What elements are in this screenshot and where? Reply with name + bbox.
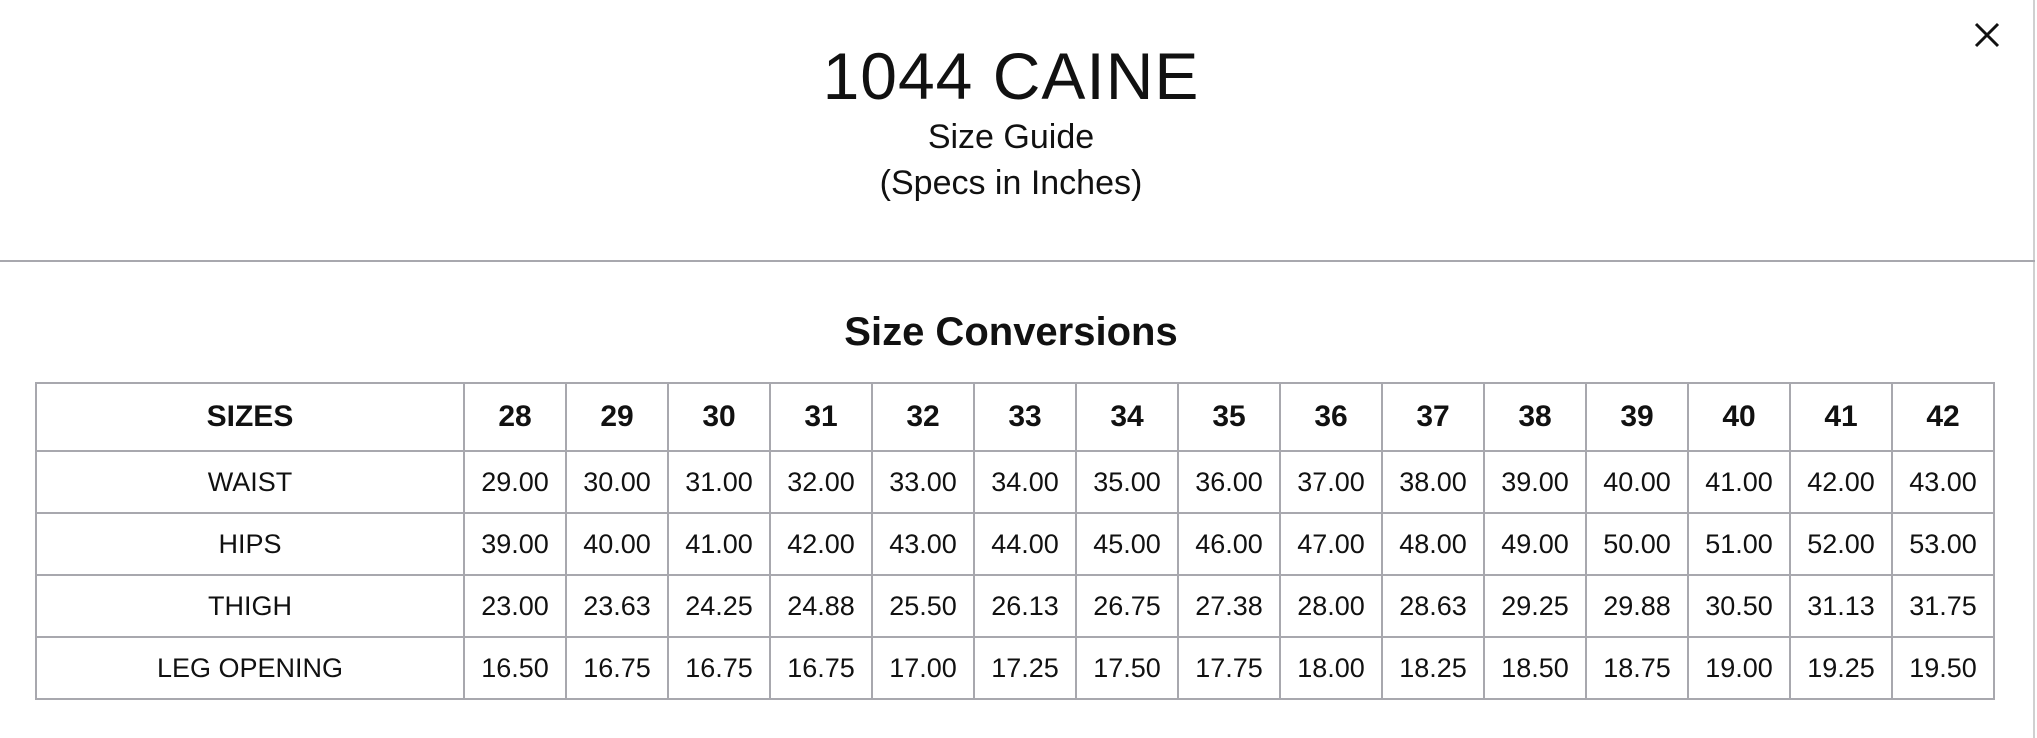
size-header: 35 — [1177, 382, 1281, 452]
measurement-value: 17.50 — [1075, 636, 1179, 700]
measurement-value: 19.00 — [1687, 636, 1791, 700]
measurement-value: 43.00 — [1891, 450, 1995, 514]
size-header: 34 — [1075, 382, 1179, 452]
measurement-value: 31.00 — [667, 450, 771, 514]
measurement-value: 43.00 — [871, 512, 975, 576]
modal-subtitle: Size Guide — [927, 118, 1095, 156]
measurement-value: 37.00 — [1279, 450, 1383, 514]
size-header: 42 — [1891, 382, 1995, 452]
measurement-value: 18.50 — [1483, 636, 1587, 700]
measurement-value: 24.25 — [667, 574, 771, 638]
size-header: 38 — [1483, 382, 1587, 452]
measurement-value: 53.00 — [1891, 512, 1995, 576]
size-header: 36 — [1279, 382, 1383, 452]
section-title: Size Conversions — [844, 310, 1178, 354]
measurement-value: 18.00 — [1279, 636, 1383, 700]
measurement-value: 29.25 — [1483, 574, 1587, 638]
measurement-value: 29.00 — [463, 450, 567, 514]
measurement-value: 40.00 — [1585, 450, 1689, 514]
measurement-value: 39.00 — [463, 512, 567, 576]
table-row: HIPS 39.00 40.00 41.00 42.00 43.00 44.00 45.00 4… — [35, 512, 1995, 576]
table-row: LEG OPENING 16.50 16.75 16.75 16.75 17.00 17.2… — [35, 636, 1995, 700]
measurement-value: 42.00 — [1789, 450, 1893, 514]
measurement-value: 31.13 — [1789, 574, 1893, 638]
measurement-value: 42.00 — [769, 512, 873, 576]
close-button[interactable] — [1970, 18, 2004, 52]
measurement-value: 28.63 — [1381, 574, 1485, 638]
measurement-value: 49.00 — [1483, 512, 1587, 576]
measurement-value: 26.13 — [973, 574, 1077, 638]
measurement-value: 48.00 — [1381, 512, 1485, 576]
size-header: 31 — [769, 382, 873, 452]
divider — [0, 260, 2035, 262]
table-row: THIGH 23.00 23.63 24.25 24.88 25.50 26.13 26.75… — [35, 574, 1995, 638]
measurement-value: 50.00 — [1585, 512, 1689, 576]
measurement-value: 47.00 — [1279, 512, 1383, 576]
measurement-value: 17.75 — [1177, 636, 1281, 700]
measurement-value: 25.50 — [871, 574, 975, 638]
size-header: 33 — [973, 382, 1077, 452]
measurement-value: 41.00 — [667, 512, 771, 576]
measurement-value: 40.00 — [565, 512, 669, 576]
table-row: WAIST 29.00 30.00 31.00 32.00 33.00 34.00 35.00… — [35, 450, 1995, 514]
measurement-value: 18.25 — [1381, 636, 1485, 700]
measurement-label: HIPS — [35, 512, 465, 576]
measurement-value: 31.75 — [1891, 574, 1995, 638]
measurement-value: 17.00 — [871, 636, 975, 700]
size-header: 32 — [871, 382, 975, 452]
size-header: 29 — [565, 382, 669, 452]
measurement-value: 24.88 — [769, 574, 873, 638]
measurement-value: 19.25 — [1789, 636, 1893, 700]
measurement-value: 33.00 — [871, 450, 975, 514]
measurement-value: 39.00 — [1483, 450, 1587, 514]
size-header: 40 — [1687, 382, 1791, 452]
measurement-value: 34.00 — [973, 450, 1077, 514]
measurement-value: 36.00 — [1177, 450, 1281, 514]
units-note: (Specs in Inches) — [879, 164, 1143, 202]
measurement-value: 16.75 — [667, 636, 771, 700]
measurement-value: 51.00 — [1687, 512, 1791, 576]
measurement-label: THIGH — [35, 574, 465, 638]
size-table: SIZES 28 29 30 31 32 33 34 35 36 37 38 39 40 41 42 WAIS… — [35, 382, 1995, 700]
measurement-value: 16.75 — [565, 636, 669, 700]
measurement-value: 35.00 — [1075, 450, 1179, 514]
measurement-value: 41.00 — [1687, 450, 1791, 514]
measurement-value: 30.00 — [565, 450, 669, 514]
measurement-value: 30.50 — [1687, 574, 1791, 638]
measurement-value: 26.75 — [1075, 574, 1179, 638]
size-header: 39 — [1585, 382, 1689, 452]
measurement-value: 32.00 — [769, 450, 873, 514]
measurement-value: 38.00 — [1381, 450, 1485, 514]
measurement-value: 46.00 — [1177, 512, 1281, 576]
measurement-value: 44.00 — [973, 512, 1077, 576]
measurement-value: 29.88 — [1585, 574, 1689, 638]
product-title: 1044 CAINE — [822, 39, 1200, 113]
sizes-header: SIZES — [35, 382, 465, 452]
measurement-value: 23.63 — [565, 574, 669, 638]
size-header: 37 — [1381, 382, 1485, 452]
measurement-value: 52.00 — [1789, 512, 1893, 576]
measurement-value: 28.00 — [1279, 574, 1383, 638]
measurement-value: 16.50 — [463, 636, 567, 700]
size-header: 30 — [667, 382, 771, 452]
measurement-value: 27.38 — [1177, 574, 1281, 638]
measurement-value: 18.75 — [1585, 636, 1689, 700]
size-header: 28 — [463, 382, 567, 452]
measurement-value: 45.00 — [1075, 512, 1179, 576]
measurement-value: 17.25 — [973, 636, 1077, 700]
size-header: 41 — [1789, 382, 1893, 452]
close-icon — [1974, 22, 2000, 48]
measurement-value: 19.50 — [1891, 636, 1995, 700]
table-header-row: SIZES 28 29 30 31 32 33 34 35 36 37 38 39 40 41 42 — [35, 382, 1995, 452]
measurement-label: WAIST — [35, 450, 465, 514]
measurement-label: LEG OPENING — [35, 636, 465, 700]
measurement-value: 23.00 — [463, 574, 567, 638]
measurement-value: 16.75 — [769, 636, 873, 700]
